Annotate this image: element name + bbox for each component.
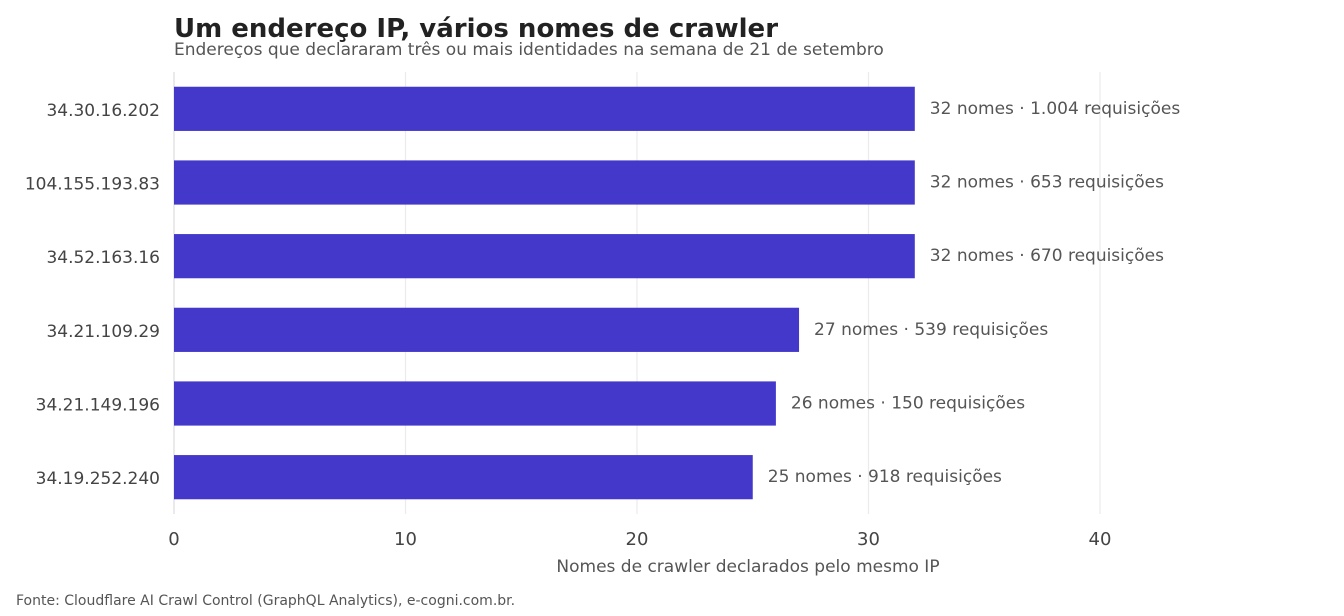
y-tick-label: 34.52.163.16 — [46, 248, 160, 268]
x-tick-label: 0 — [168, 529, 179, 550]
bar — [174, 455, 753, 500]
source-note: Fonte: Cloudflare AI Crawl Control (Grap… — [16, 593, 516, 609]
y-tick-label: 34.30.16.202 — [46, 101, 160, 121]
data-label: 26 nomes · 150 requisições — [791, 394, 1025, 414]
bars — [174, 86, 915, 500]
y-tick-label: 34.21.149.196 — [36, 396, 160, 416]
bar — [174, 86, 915, 131]
y-tick-label: 34.19.252.240 — [36, 469, 160, 489]
data-label: 32 nomes · 653 requisições — [930, 173, 1164, 193]
data-label: 27 nomes · 539 requisições — [814, 320, 1048, 340]
x-tick-label: 20 — [626, 529, 649, 550]
x-tick-label: 30 — [857, 529, 880, 550]
chart-subtitle: Endereços que declararam três ou mais id… — [174, 40, 884, 60]
x-tick-label: 40 — [1089, 529, 1112, 550]
x-axis-label: Nomes de crawler declarados pelo mesmo I… — [556, 557, 939, 577]
y-tick-label: 34.21.109.29 — [46, 322, 160, 342]
chart-title: Um endereço IP, vários nomes de crawler — [174, 14, 779, 44]
x-tick-label: 10 — [394, 529, 417, 550]
x-axis-tick-labels: 0 10 20 30 40 — [168, 529, 1111, 550]
data-label: 32 nomes · 670 requisições — [930, 246, 1164, 266]
y-axis-tick-labels: 34.30.16.202 104.155.193.83 34.52.163.16 34… — [25, 101, 160, 489]
bar — [174, 307, 800, 352]
bar — [174, 381, 776, 426]
data-labels: 32 nomes · 1.004 requisições 32 nomes · 6… — [768, 99, 1181, 487]
data-label: 25 nomes · 918 requisições — [768, 467, 1002, 487]
data-label: 32 nomes · 1.004 requisições — [930, 99, 1181, 119]
y-tick-label: 104.155.193.83 — [25, 175, 160, 195]
gridlines — [173, 72, 1101, 514]
bar — [174, 234, 915, 279]
bar — [174, 160, 915, 205]
